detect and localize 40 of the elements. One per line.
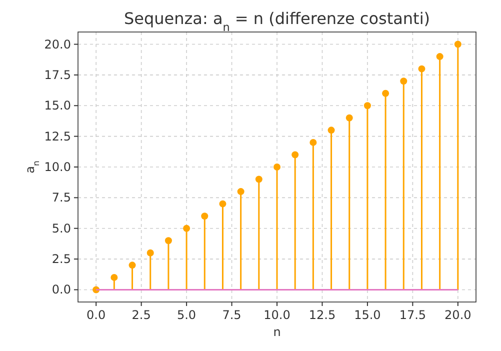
x-tick-label: 17.5: [399, 308, 426, 322]
point: [400, 78, 408, 85]
point: [346, 114, 353, 122]
y-tick-label: 12.5: [44, 129, 71, 144]
y-tick-label: 0.0: [52, 282, 71, 297]
point: [418, 65, 426, 72]
x-tick-label: 0.0: [86, 308, 106, 322]
point: [164, 237, 172, 244]
x-tick-label: 5.0: [177, 308, 196, 322]
point: [454, 40, 462, 48]
x-tick-label: 20.0: [444, 308, 472, 322]
point: [255, 176, 262, 183]
point: [292, 151, 299, 158]
x-tick-label: 2.5: [132, 308, 151, 322]
x-tick-label: 7.5: [222, 308, 242, 322]
y-tick-label: 20.0: [44, 37, 71, 52]
point: [274, 164, 280, 170]
x-tick-label: 10.0: [264, 308, 290, 322]
point: [237, 188, 244, 196]
y-tick-label: 7.5: [52, 190, 71, 205]
chart-title: Sequenza: a$_{n}$ = n (differenze costanti): [124, 9, 430, 34]
y-tick-label: 10.0: [44, 160, 71, 174]
point: [128, 262, 136, 269]
point: [364, 102, 371, 110]
y-tick-label: 15.0: [44, 98, 71, 113]
point: [219, 200, 226, 208]
x-tick-label: 15.0: [354, 308, 381, 322]
x-axis-title: n: [273, 325, 281, 339]
y-tick-label: 5.0: [52, 221, 71, 236]
point: [183, 224, 190, 232]
point: [382, 90, 390, 97]
point: [310, 138, 317, 146]
point: [328, 126, 335, 134]
y-tick-label: 17.5: [44, 68, 71, 82]
y-tick-label: 2.5: [52, 252, 71, 266]
point: [146, 249, 154, 256]
point: [436, 53, 444, 60]
point: [201, 212, 208, 220]
x-tick-label: 12.5: [308, 308, 336, 322]
point: [110, 274, 118, 281]
